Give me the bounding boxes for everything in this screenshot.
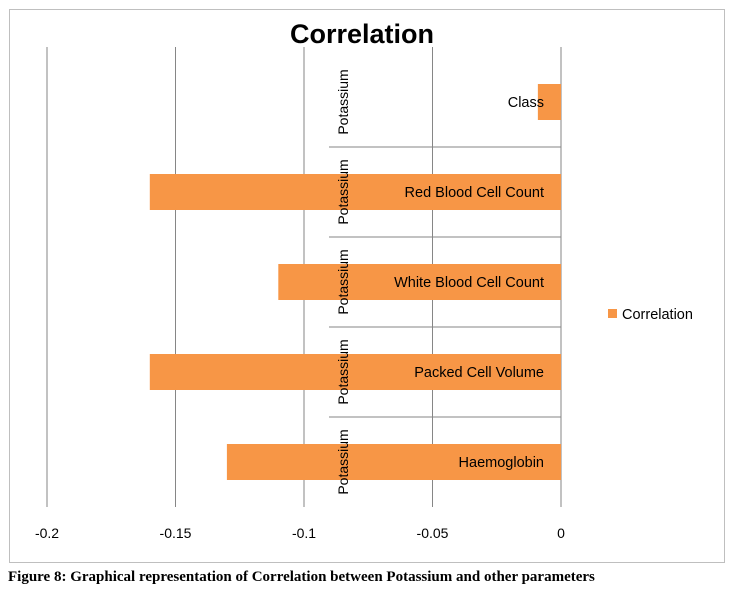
category-label: White Blood Cell Count [394, 275, 544, 291]
legend-label: Correlation [622, 307, 693, 323]
x-tick-label: 0 [557, 525, 565, 541]
group-label: Potassium [335, 429, 351, 494]
bar [537, 84, 561, 120]
bar [149, 354, 562, 390]
category-label: Packed Cell Volume [414, 365, 544, 381]
x-tick-label: -0.2 [35, 525, 59, 541]
chart-frame [9, 9, 725, 563]
category-label: Red Blood Cell Count [405, 185, 544, 201]
bar [278, 264, 561, 300]
x-tick-label: -0.15 [160, 525, 192, 541]
group-label: Potassium [335, 339, 351, 404]
group-label: Potassium [335, 249, 351, 314]
group-label: Potassium [335, 159, 351, 224]
figure-caption: Figure 8: Graphical representation of Co… [8, 569, 595, 585]
x-tick-label: -0.05 [417, 525, 449, 541]
group-label: Potassium [335, 69, 351, 134]
category-label: Class [508, 95, 544, 111]
category-label: Haemoglobin [459, 455, 544, 471]
bar [149, 174, 562, 210]
legend-swatch [608, 309, 617, 318]
x-tick-label: -0.1 [292, 525, 316, 541]
chart-title: Correlation [290, 19, 434, 49]
bar [226, 444, 561, 480]
